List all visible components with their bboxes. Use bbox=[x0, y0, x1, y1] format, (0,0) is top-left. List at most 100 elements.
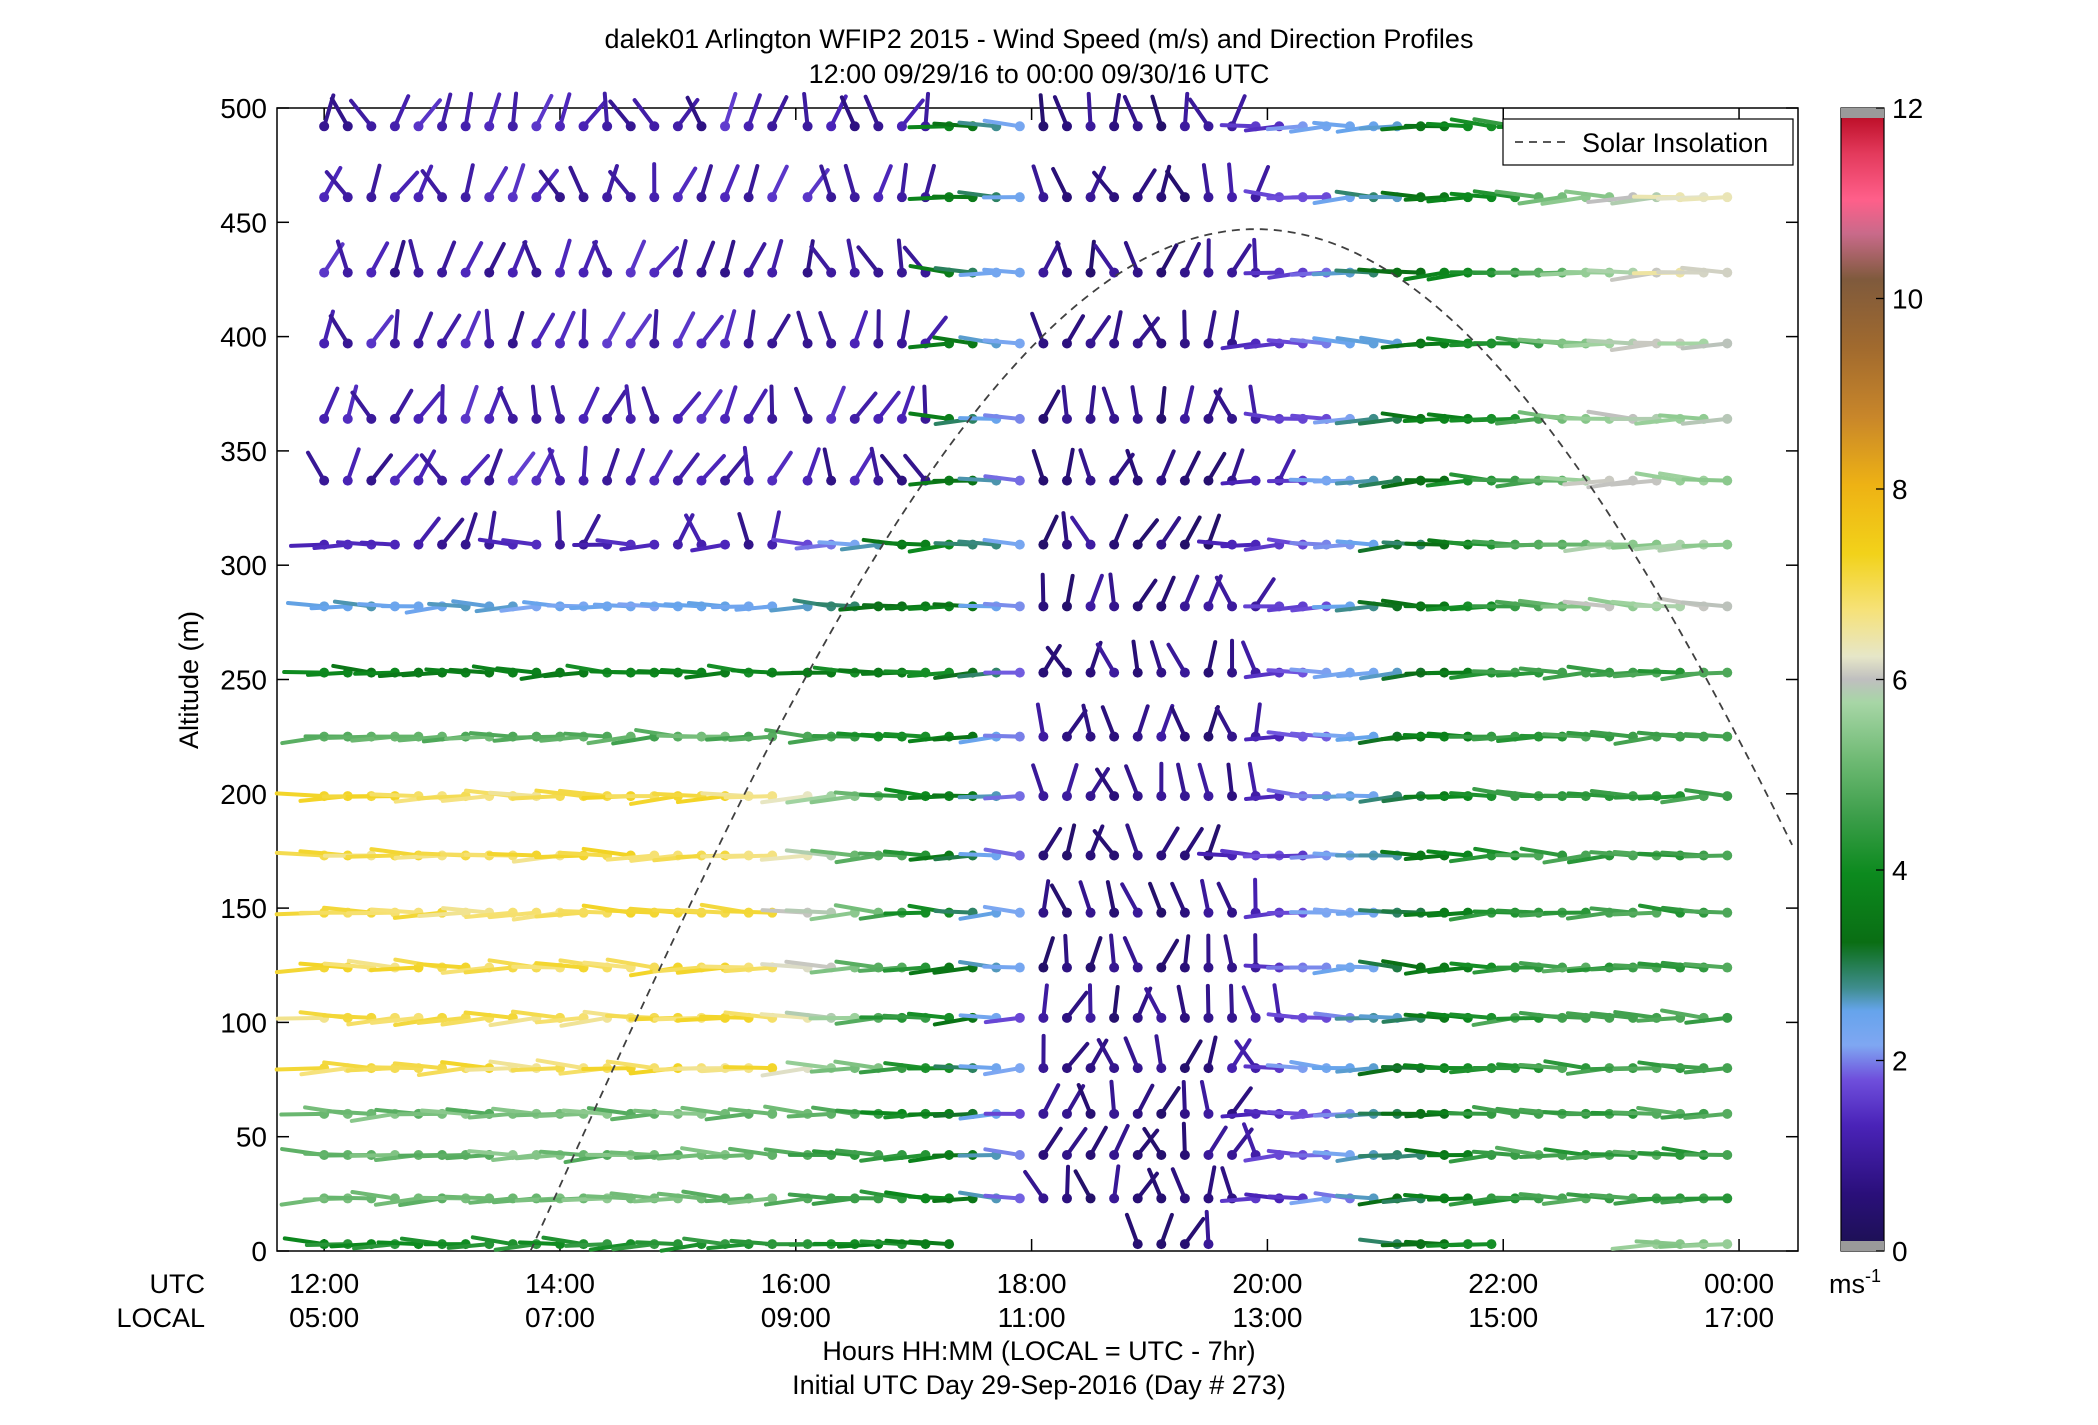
wind-barb-shaft bbox=[1023, 1169, 1046, 1201]
wind-barb-dot bbox=[460, 121, 471, 132]
wind-barb-shaft bbox=[1358, 794, 1400, 804]
wind-barb bbox=[1147, 1167, 1167, 1204]
wind-barb-shaft bbox=[602, 91, 610, 129]
wind-barb bbox=[1030, 311, 1049, 349]
wind-barb-dot bbox=[1109, 338, 1120, 349]
wind-barb bbox=[802, 447, 821, 486]
wind-barb-shaft bbox=[451, 599, 492, 609]
wind-barb-shaft bbox=[550, 385, 562, 421]
wind-barb-shaft bbox=[908, 264, 952, 275]
wind-barb bbox=[1681, 539, 1733, 550]
wind-barb-dot bbox=[1061, 907, 1072, 918]
wind-barb bbox=[802, 91, 813, 132]
wind-barb bbox=[1684, 788, 1733, 802]
wind-barb-dot bbox=[460, 539, 471, 550]
wind-barb-dot bbox=[342, 192, 353, 203]
wind-barb-shaft bbox=[811, 733, 857, 739]
wind-barb-shaft bbox=[839, 542, 881, 552]
wind-barb-shaft bbox=[784, 908, 834, 915]
wind-barb-dot bbox=[342, 475, 353, 486]
wind-barb-dot bbox=[531, 475, 542, 486]
wind-barb-shaft bbox=[1088, 165, 1107, 200]
wind-barb bbox=[608, 99, 636, 132]
wind-barb-shaft bbox=[1612, 1110, 1659, 1116]
wind-barb bbox=[602, 448, 620, 486]
wind-barb-shaft bbox=[392, 94, 411, 129]
wind-barb-dot bbox=[767, 1193, 778, 1204]
wind-barb bbox=[1156, 516, 1182, 550]
wind-barb-shaft bbox=[568, 165, 586, 200]
wind-barb-shaft bbox=[1359, 335, 1400, 346]
wind-barb-shaft bbox=[530, 384, 539, 421]
wind-barb-dot bbox=[507, 413, 518, 424]
wind-barb-shaft bbox=[1357, 1152, 1400, 1159]
wind-barb-dot bbox=[437, 121, 448, 132]
wind-barb bbox=[1078, 448, 1096, 486]
wind-barb-shaft bbox=[1334, 604, 1376, 613]
wind-barb-dot bbox=[578, 338, 589, 349]
wind-barb-shaft bbox=[1200, 878, 1211, 915]
wind-barb-shaft bbox=[1095, 767, 1117, 799]
wind-barb-shaft bbox=[581, 1066, 633, 1071]
wind-barb-dot bbox=[802, 192, 813, 203]
wind-barb-shaft bbox=[1073, 1169, 1093, 1201]
wind-barb-dot bbox=[1179, 1193, 1190, 1204]
wind-barb bbox=[737, 512, 754, 550]
wind-barb-shaft bbox=[1403, 853, 1447, 862]
wind-barb-dot bbox=[531, 121, 542, 132]
wind-barb-shaft bbox=[704, 1196, 751, 1204]
wind-barb-dot bbox=[366, 267, 377, 278]
wind-barb-dot bbox=[413, 539, 424, 550]
wind-barb-shaft bbox=[619, 542, 657, 552]
wind-barb-shaft bbox=[958, 603, 999, 609]
wind-barb-dot bbox=[413, 338, 424, 349]
wind-barb-dot bbox=[1722, 338, 1733, 349]
wind-barb-dot bbox=[1203, 1108, 1214, 1119]
wind-barb-shaft bbox=[763, 1104, 810, 1116]
wind-barb-shaft bbox=[1312, 478, 1352, 484]
wind-barb-shaft bbox=[1312, 416, 1352, 425]
wind-barb-shaft bbox=[846, 238, 857, 275]
wind-barb bbox=[982, 267, 1025, 278]
wind-barb-shaft bbox=[1241, 640, 1258, 675]
wind-barb-shaft bbox=[1495, 670, 1541, 678]
wind-barb-shaft bbox=[416, 164, 434, 200]
wind-barb-dot bbox=[896, 121, 907, 132]
wind-barb-shaft bbox=[488, 1015, 539, 1028]
wind-barb bbox=[672, 311, 696, 349]
wind-barb-shaft bbox=[1540, 339, 1588, 346]
wind-barb-shaft bbox=[542, 670, 586, 679]
wind-barb-shaft bbox=[1638, 903, 1683, 915]
wind-barb-dot bbox=[366, 338, 377, 349]
wind-barb-shaft bbox=[1449, 191, 1494, 200]
local-row-label: LOCAL bbox=[116, 1303, 205, 1333]
wind-barb-dot bbox=[1203, 192, 1214, 203]
wind-barb-shaft bbox=[1312, 670, 1352, 680]
wind-barb-shaft bbox=[728, 734, 775, 742]
wind-barb-shaft bbox=[1220, 341, 1258, 351]
wind-barb-dot bbox=[389, 267, 400, 278]
wind-barb-dot bbox=[1179, 267, 1190, 278]
wind-barb-shaft bbox=[1206, 451, 1227, 483]
wind-barb-shaft bbox=[699, 453, 726, 483]
wind-barb-shaft bbox=[1381, 1152, 1423, 1160]
wind-barb-shaft bbox=[1213, 389, 1235, 421]
wind-barb bbox=[1124, 764, 1143, 802]
wind-barb-dot bbox=[802, 475, 813, 486]
wind-barb bbox=[1148, 881, 1167, 918]
wind-barb-shaft bbox=[1051, 167, 1069, 200]
wind-barb-dot bbox=[1061, 413, 1072, 424]
wind-barb-shaft bbox=[852, 310, 868, 346]
wind-barb-shaft bbox=[723, 1010, 775, 1020]
wind-barb-shaft bbox=[1660, 1111, 1706, 1120]
wind-barb bbox=[1085, 936, 1103, 973]
wind-barb bbox=[1156, 243, 1179, 278]
wind-barb bbox=[1092, 170, 1120, 203]
colorbar-tick-label: 4 bbox=[1892, 855, 1908, 886]
wind-barb bbox=[1095, 767, 1120, 802]
wind-barb-shaft bbox=[908, 853, 952, 862]
wind-barb-dot bbox=[1156, 539, 1167, 550]
wind-barb bbox=[531, 93, 554, 132]
wind-barb-shaft bbox=[468, 1196, 515, 1205]
wind-barb-shaft bbox=[932, 1015, 975, 1027]
